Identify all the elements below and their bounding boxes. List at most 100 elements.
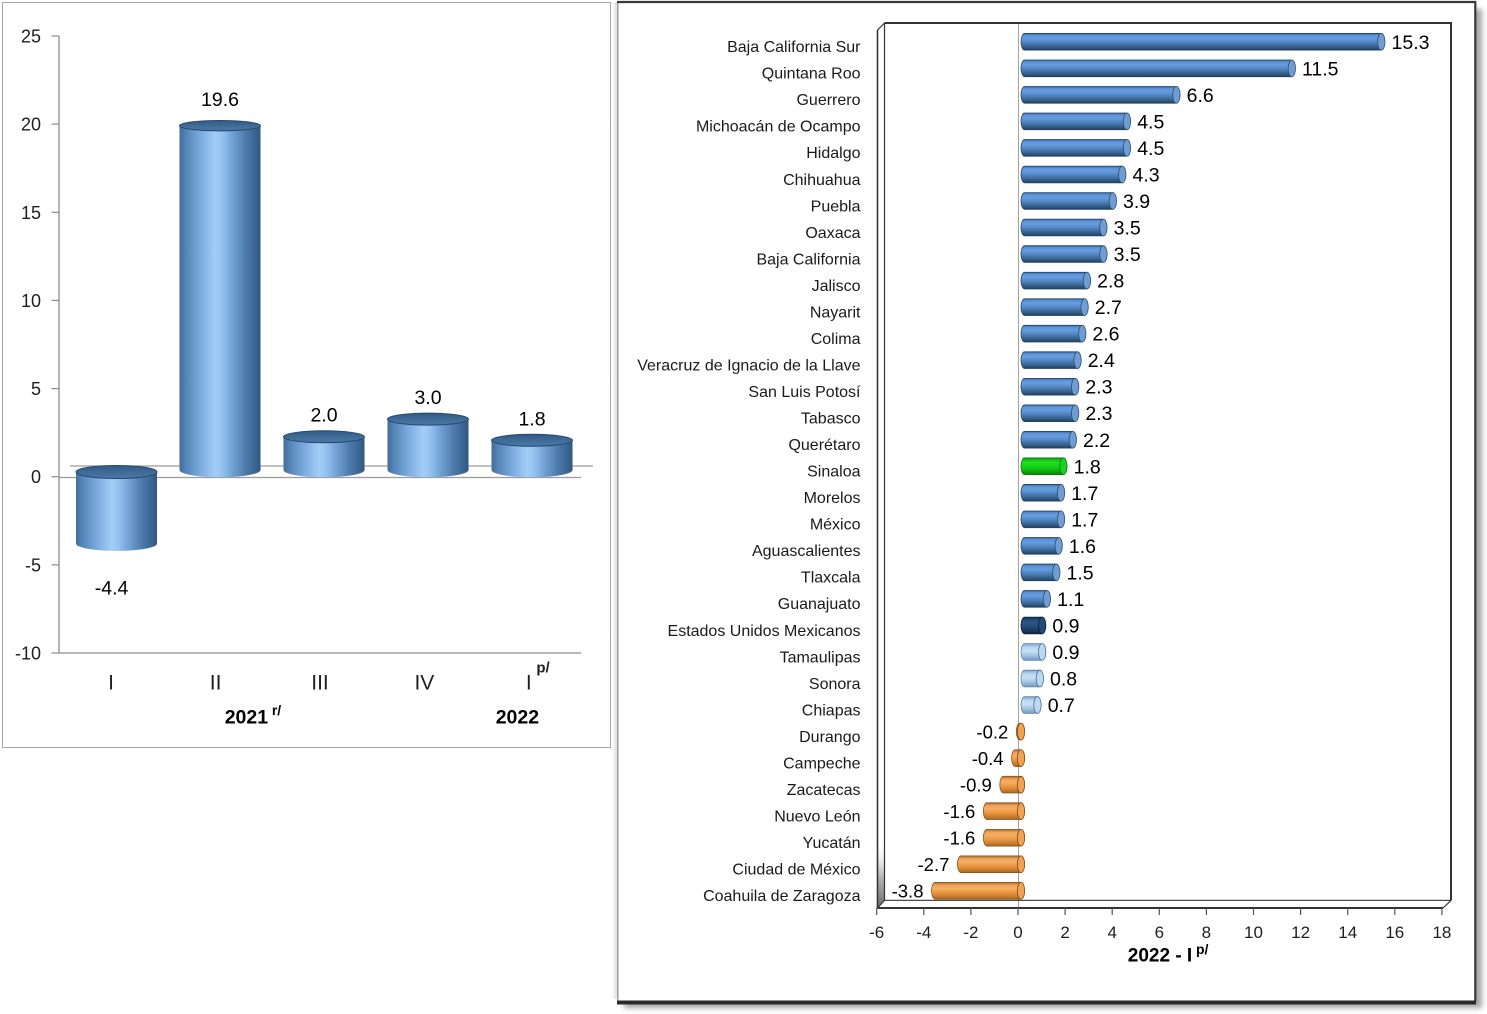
svg-text:Durango: Durango	[799, 729, 860, 746]
svg-text:-1.6: -1.6	[943, 801, 975, 822]
svg-text:1.8: 1.8	[1074, 456, 1101, 478]
svg-text:1.6: 1.6	[1069, 536, 1096, 558]
svg-text:0.9: 0.9	[1052, 616, 1079, 638]
svg-text:3.5: 3.5	[1114, 244, 1141, 266]
svg-text:1.7: 1.7	[1071, 483, 1098, 505]
svg-text:4.5: 4.5	[1137, 111, 1164, 133]
svg-text:1.7: 1.7	[1071, 509, 1098, 531]
svg-text:0.7: 0.7	[1048, 695, 1075, 717]
svg-text:5: 5	[31, 379, 41, 399]
svg-text:Puebla: Puebla	[811, 198, 861, 215]
svg-text:1.5: 1.5	[1067, 562, 1094, 584]
svg-text:Tlaxcala: Tlaxcala	[801, 570, 861, 587]
svg-text:I: I	[108, 672, 114, 695]
svg-text:Nayarit: Nayarit	[810, 304, 861, 321]
svg-text:Zacatecas: Zacatecas	[787, 782, 861, 799]
svg-text:2.8: 2.8	[1097, 271, 1124, 293]
svg-text:0: 0	[1013, 923, 1022, 942]
svg-text:Quintana Roo: Quintana Roo	[762, 66, 861, 83]
svg-text:r/: r/	[272, 702, 281, 718]
svg-text:Coahuila de Zaragoza: Coahuila de Zaragoza	[703, 888, 861, 905]
svg-text:Ciudad de México: Ciudad de México	[732, 862, 860, 879]
svg-text:2.0: 2.0	[310, 405, 337, 427]
svg-text:20: 20	[21, 115, 41, 135]
svg-text:4.5: 4.5	[1137, 138, 1164, 160]
svg-text:II: II	[210, 672, 222, 695]
svg-text:1.8: 1.8	[518, 408, 545, 430]
svg-text:2.6: 2.6	[1092, 324, 1119, 346]
svg-text:10: 10	[21, 291, 41, 311]
svg-text:Jalisco: Jalisco	[812, 278, 861, 295]
svg-text:Tamaulipas: Tamaulipas	[780, 649, 861, 666]
svg-text:Querétaro: Querétaro	[788, 437, 860, 454]
svg-text:Campeche: Campeche	[783, 755, 860, 772]
svg-text:IV: IV	[414, 672, 434, 695]
svg-text:Nuevo León: Nuevo León	[774, 809, 860, 826]
svg-text:-4: -4	[916, 923, 931, 942]
svg-text:2021: 2021	[225, 707, 269, 729]
svg-text:-3.8: -3.8	[892, 881, 924, 902]
svg-text:Guanajuato: Guanajuato	[778, 596, 861, 613]
svg-text:Estados Unidos Mexicanos: Estados Unidos Mexicanos	[668, 623, 861, 640]
svg-text:2.3: 2.3	[1085, 377, 1112, 399]
svg-text:0.9: 0.9	[1052, 642, 1079, 664]
svg-text:12: 12	[1291, 923, 1310, 942]
svg-text:p/: p/	[1196, 941, 1209, 957]
svg-text:1.1: 1.1	[1057, 589, 1084, 611]
svg-text:2.7: 2.7	[1095, 297, 1122, 319]
svg-text:4.3: 4.3	[1133, 164, 1160, 186]
svg-text:-1.6: -1.6	[943, 828, 975, 849]
svg-text:Oaxaca: Oaxaca	[805, 225, 860, 242]
svg-text:14: 14	[1338, 923, 1357, 942]
svg-text:-2.7: -2.7	[918, 854, 950, 875]
svg-text:0: 0	[31, 467, 41, 487]
svg-text:-4.4: -4.4	[95, 577, 129, 599]
svg-text:2: 2	[1060, 923, 1069, 942]
svg-text:2.2: 2.2	[1083, 430, 1110, 452]
svg-text:16: 16	[1385, 923, 1404, 942]
svg-text:Tabasco: Tabasco	[801, 411, 861, 428]
svg-text:3.0: 3.0	[414, 387, 441, 409]
svg-text:Hidalgo: Hidalgo	[806, 145, 860, 162]
svg-text:I: I	[526, 672, 532, 695]
svg-text:-0.4: -0.4	[972, 748, 1004, 769]
svg-text:-5: -5	[25, 555, 41, 575]
svg-text:San Luis Potosí: San Luis Potosí	[748, 384, 861, 401]
svg-text:3.9: 3.9	[1123, 191, 1150, 213]
svg-text:III: III	[311, 672, 329, 695]
svg-text:Morelos: Morelos	[804, 490, 861, 507]
svg-text:Sinaloa: Sinaloa	[807, 464, 860, 481]
svg-text:0.8: 0.8	[1050, 669, 1077, 691]
svg-text:p/: p/	[536, 660, 550, 677]
svg-text:10: 10	[1244, 923, 1263, 942]
svg-text:-6: -6	[869, 923, 884, 942]
svg-text:Yucatán: Yucatán	[803, 835, 861, 852]
svg-text:Aguascalientes: Aguascalientes	[752, 543, 861, 560]
svg-text:Baja California: Baja California	[756, 251, 860, 268]
svg-text:2022 - I: 2022 - I	[1128, 946, 1192, 967]
svg-text:Michoacán de Ocampo: Michoacán de Ocampo	[696, 119, 861, 136]
svg-text:2022: 2022	[496, 707, 540, 729]
svg-text:6.6: 6.6	[1187, 85, 1214, 107]
svg-text:Baja California Sur: Baja California Sur	[727, 39, 861, 56]
svg-text:México: México	[810, 517, 861, 534]
svg-text:Chiapas: Chiapas	[802, 702, 861, 719]
svg-text:6: 6	[1155, 923, 1164, 942]
svg-text:25: 25	[21, 27, 41, 47]
svg-text:-0.9: -0.9	[960, 774, 992, 795]
svg-text:-2: -2	[963, 923, 978, 942]
svg-text:Veracruz de Ignacio de la Llav: Veracruz de Ignacio de la Llave	[637, 358, 860, 375]
svg-text:Chihuahua: Chihuahua	[783, 172, 861, 189]
svg-text:18: 18	[1432, 923, 1451, 942]
svg-text:11.5: 11.5	[1302, 58, 1339, 80]
svg-text:2.4: 2.4	[1088, 350, 1115, 372]
svg-text:-10: -10	[15, 644, 41, 664]
svg-text:8: 8	[1202, 923, 1211, 942]
svg-text:19.6: 19.6	[201, 89, 239, 111]
svg-text:15: 15	[21, 203, 41, 223]
svg-text:15.3: 15.3	[1392, 32, 1430, 54]
svg-text:2.3: 2.3	[1085, 403, 1112, 425]
svg-text:-0.2: -0.2	[976, 721, 1008, 742]
svg-text:Guerrero: Guerrero	[796, 92, 860, 109]
svg-text:Sonora: Sonora	[809, 676, 861, 693]
